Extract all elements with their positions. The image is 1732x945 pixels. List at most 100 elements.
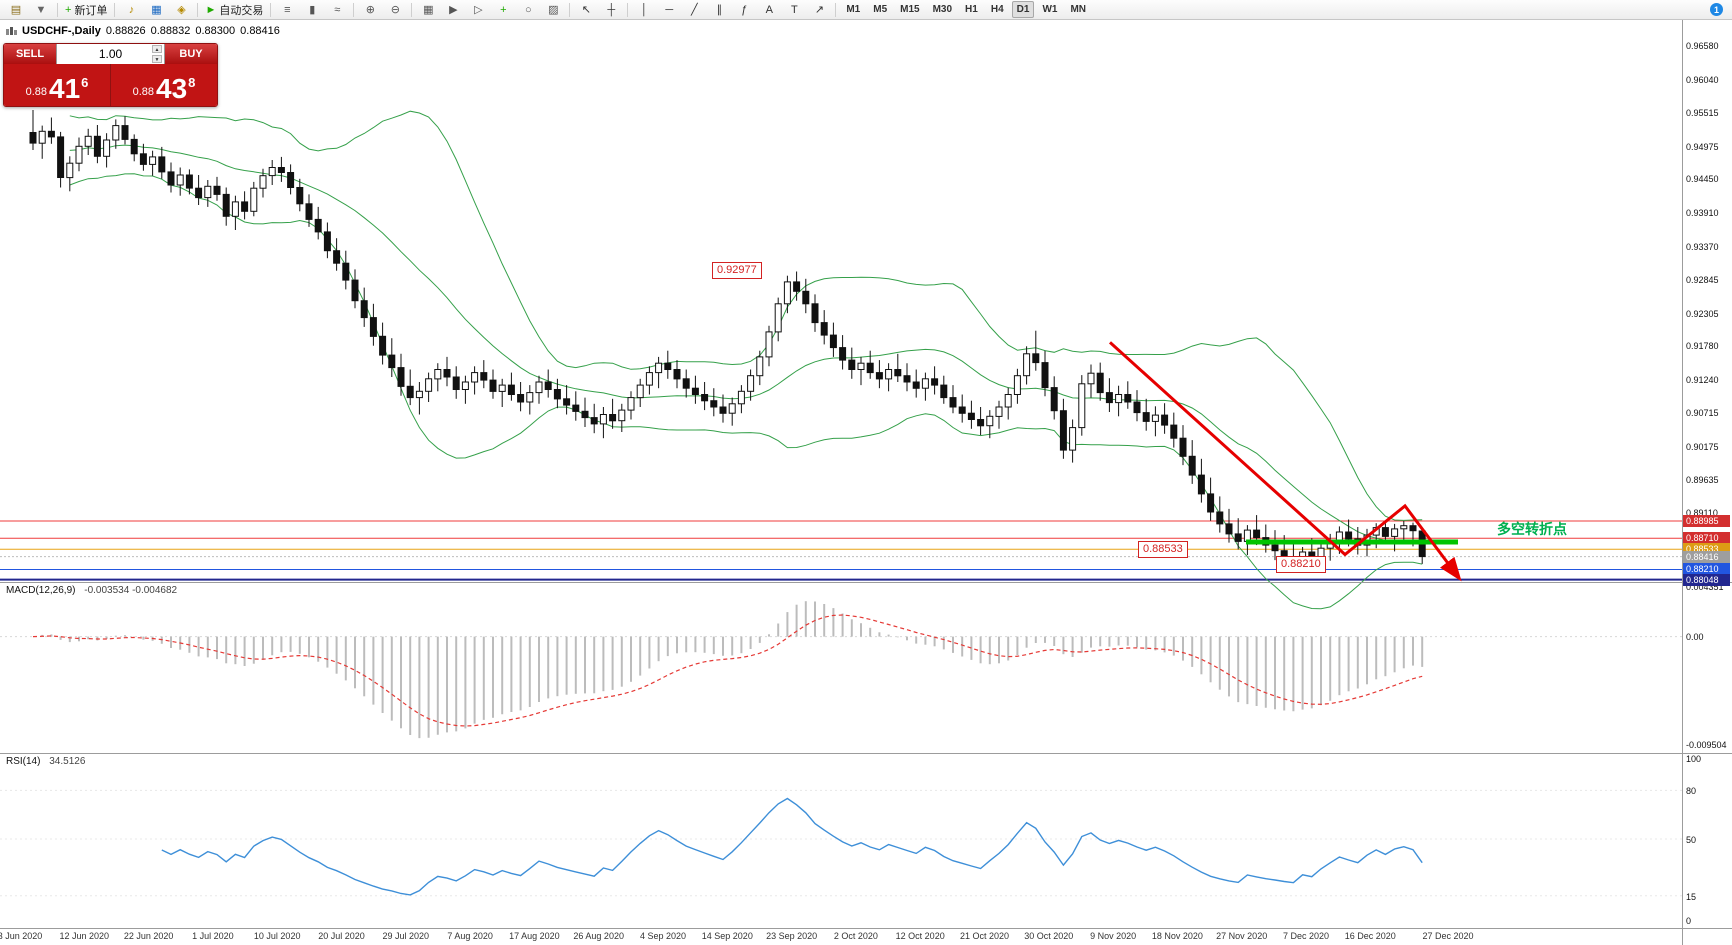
alerts-button[interactable]: ♪ [119,0,143,19]
timeframe-mn-button[interactable]: MN [1070,4,1086,15]
profiles-button[interactable]: ▼ [29,0,53,19]
price-axis-label: 0.96040 [1686,75,1719,85]
cursor-button[interactable]: ↖ [574,0,598,19]
crosshair-button[interactable]: ┼ [599,0,623,19]
toolbar-separator [197,2,199,17]
macd-axis-label: 0.004351 [1686,582,1724,592]
timeframe-h4-button[interactable]: H4 [990,4,1004,15]
date-axis-label: 14 Sep 2020 [701,931,753,941]
navigator-icon: ◈ [177,4,186,16]
buy-price-prefix: 0.88 [132,86,155,98]
zoom-in-button[interactable]: ⊕ [358,0,382,19]
fibonacci-icon: ƒ [741,3,748,16]
templates-icon: ▨ [548,4,559,16]
buy-button[interactable]: BUY [165,44,217,64]
macd-axis-label: 0.00 [1686,631,1704,642]
date-axis-label: 27 Dec 2020 [1422,931,1474,941]
timeframe-h1-button[interactable]: H1 [965,4,978,15]
chart-shift-button[interactable]: ▷ [466,0,490,19]
chart-shift-icon: ▷ [474,4,483,16]
rsi-axis-label: 50 [1686,835,1697,845]
rsi-line [161,797,1423,896]
autotrading-button[interactable]: ► 自动交易 [202,0,266,19]
templates-button[interactable]: ▨ [541,0,565,19]
sell-price-display[interactable]: 0.88 41 6 [4,64,110,106]
date-axis-label: 2 Oct 2020 [833,931,878,941]
auto-scroll-button[interactable]: ▶ [441,0,465,19]
date-axis-label: 9 Nov 2020 [1090,931,1137,941]
support-price-label[interactable]: 0.88533 [1138,541,1188,558]
rsi-panel-separator[interactable] [0,753,1732,754]
chart-canvas[interactable] [0,20,1682,928]
vertical-line-icon: │ [640,3,648,16]
line-chart-button[interactable]: ≈ [325,0,349,19]
buy-price-big: 43 [156,73,188,105]
tile-windows-button[interactable]: ▦ [416,0,440,19]
price-axis-label: 0.89635 [1686,475,1719,486]
timeframe-d1-button[interactable]: D1 [1011,1,1035,18]
buy-price-display[interactable]: 0.88 43 8 [111,64,217,106]
timeframe-w1-button[interactable]: W1 [1042,4,1058,15]
navigator-button[interactable]: ◈ [169,0,193,19]
price-axis-label: 0.94450 [1686,174,1719,185]
date-axis-label: 7 Dec 2020 [1282,931,1330,941]
date-axis-label: 12 Oct 2020 [895,931,945,941]
text-icon: A [765,3,773,16]
turning-point-note[interactable]: 多空转折点 [1497,521,1567,537]
chart-icon [6,27,17,35]
candlestick-chart-button[interactable]: ▮ [300,0,324,19]
bar-chart-button[interactable]: ≡ [275,0,299,19]
date-axis-label: 26 Aug 2020 [573,931,624,941]
price-divider [110,64,111,106]
rsi-axis-label: 15 [1686,891,1697,902]
timeframe-m30-button[interactable]: M30 [932,4,953,15]
macd-panel-separator[interactable] [0,582,1732,583]
price-axis-label: 0.96580 [1686,41,1719,52]
low-value: 0.88300 [195,25,236,37]
date-axis-label: 12 Jun 2020 [59,931,110,941]
date-axis-label: 4 Sep 2020 [639,931,687,941]
horizontal-line-button[interactable]: ─ [657,0,681,19]
price-axis-label: 0.92845 [1686,274,1719,285]
swing-low-price-label[interactable]: 0.88210 [1276,556,1326,573]
volume-input[interactable] [78,46,143,62]
toolbar-separator [569,2,571,17]
zoom-out-button[interactable]: ⊖ [383,0,407,19]
price-level-tag: 0.88210 [1683,563,1730,576]
trend-arrow[interactable] [1108,341,1462,582]
sell-button[interactable]: SELL [4,44,56,64]
price-level-tag: 0.88985 [1683,515,1730,528]
peak-price-label[interactable]: 0.92977 [712,262,762,279]
vertical-line-button[interactable]: │ [632,0,656,19]
zoom-out-icon: ⊖ [390,4,400,16]
periods-button[interactable]: ○ [516,0,540,19]
text-button[interactable]: A [757,0,781,19]
text-label-button[interactable]: T [782,0,806,19]
indicators-button[interactable]: + [491,0,515,19]
new-order-button[interactable]: + 新订单 [62,0,110,19]
volume-box: ▲ ▼ [56,44,165,64]
arrows-button[interactable]: ↗ [807,0,831,19]
market-watch-button[interactable]: ▦ [144,0,168,19]
cursor-icon: ↖ [581,4,591,16]
periods-icon: ○ [525,3,532,16]
horizontal-level-lines[interactable] [0,520,1682,581]
volume-decrease-button[interactable]: ▼ [152,55,162,63]
one-click-trading-panel: SELL ▲ ▼ BUY 0.88 41 6 0.88 43 8 [3,43,218,107]
fibonacci-button[interactable]: ƒ [732,0,756,19]
timeframe-m15-button[interactable]: M15 [900,4,920,15]
price-level-tag: 0.88048 [1683,573,1730,586]
bollinger-bands [69,110,1423,610]
rsi-axis-label: 80 [1686,786,1697,797]
timeframe-m1-button[interactable]: M1 [846,4,861,15]
channel-button[interactable]: ∥ [707,0,731,19]
crosshair-icon: ┼ [607,3,616,16]
trendline-button[interactable]: ╱ [682,0,706,19]
high-value: 0.88832 [150,25,191,37]
price-axis-label: 0.94975 [1686,141,1719,152]
timeframe-m5-button[interactable]: M5 [873,4,888,15]
volume-increase-button[interactable]: ▲ [152,45,162,53]
new-chart-button[interactable]: ▤ [4,0,28,19]
notifications-icon[interactable]: 1 [1710,3,1723,16]
